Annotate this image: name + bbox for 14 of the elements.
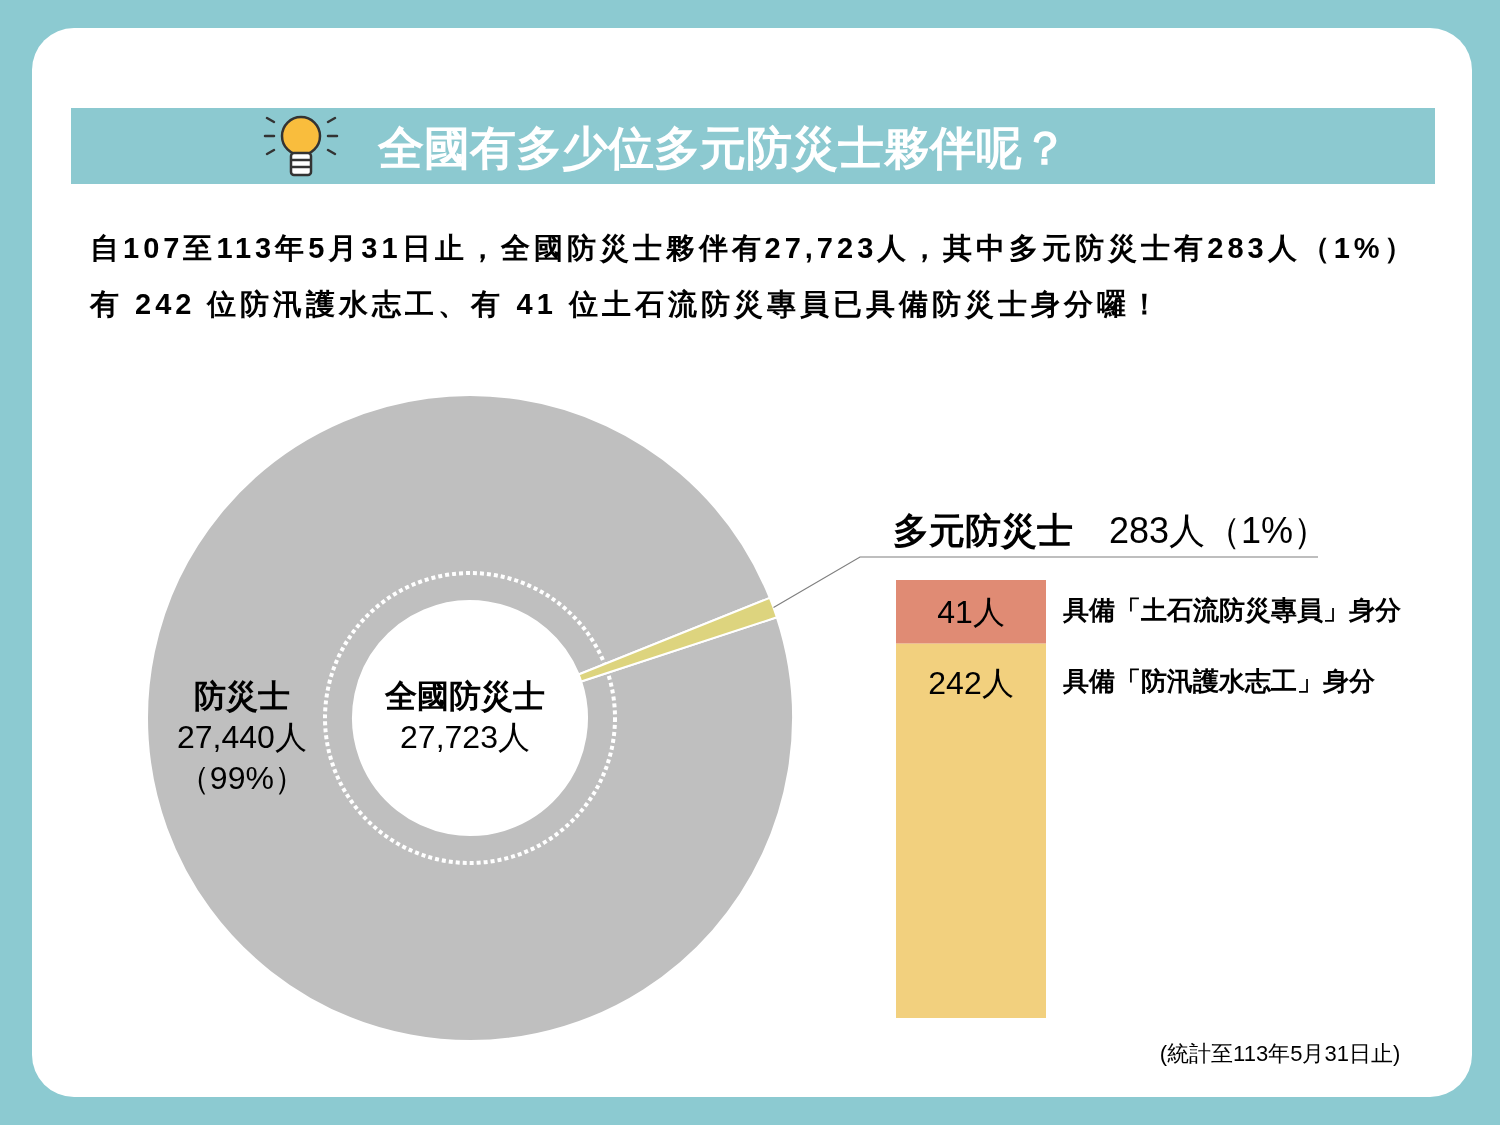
text: (統計至113年5月31日止) [1159, 1040, 1401, 1066]
text: 全國防災士 27,723人 [384, 677, 545, 755]
chart-title: 全國有多少位多元防災士夥伴呢？ [377, 122, 1068, 174]
data-label: 242人 [928, 665, 1014, 702]
slice-label: 防災士 [193, 677, 290, 714]
series-label: 具備「土石流防災專員」身分 [1062, 594, 1402, 625]
chart-subtitle: 自107至113年5月31日止，全國防災士夥伴有27,723人，其中多元防災士有283人（1%）有 242 位防汛護水志工、有 41 位土石流防災專員已具備防災士身分囉！ [89, 232, 1417, 320]
data-label: 41人 [937, 593, 1005, 630]
donut-slice [146, 394, 794, 1042]
category-label: 多元防災士 [893, 509, 1073, 551]
data-label: 27,440人（99%） [176, 718, 307, 796]
series-label: 具備「防汛護水志工」身分 [1062, 666, 1376, 697]
donut-slice [577, 596, 778, 683]
text: 283人（1%） [1109, 509, 1330, 551]
